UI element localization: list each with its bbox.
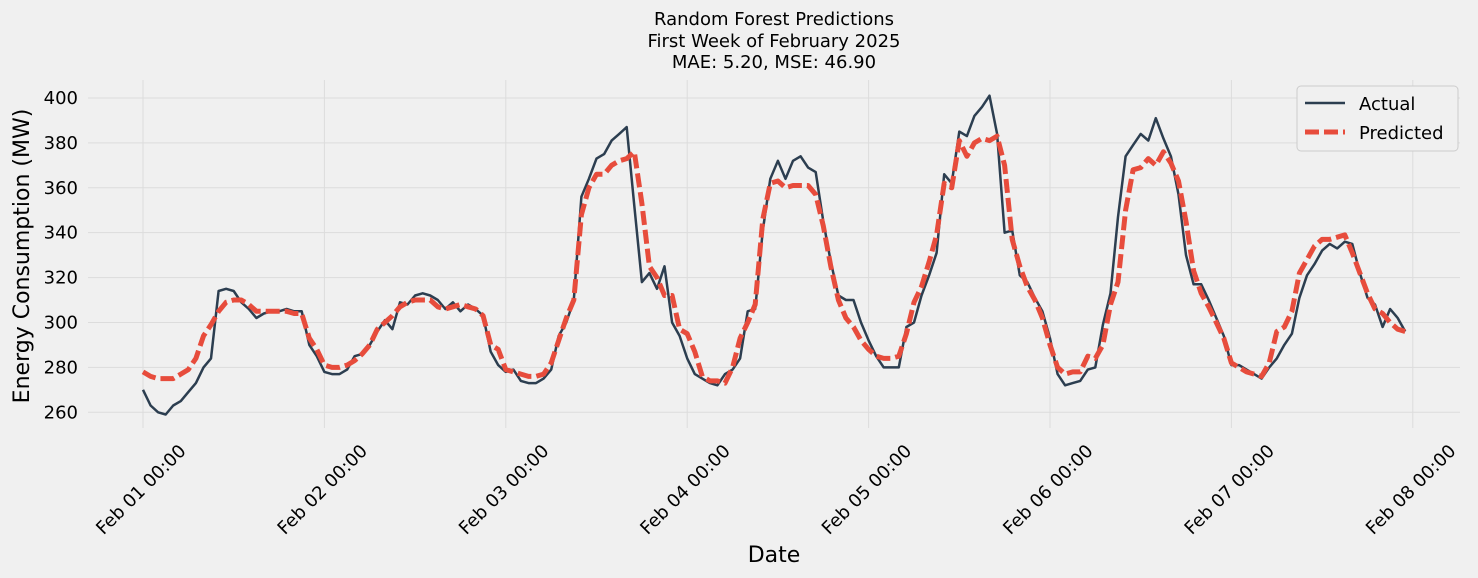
x-axis-label: Date — [748, 543, 801, 568]
y-tick-label: 340 — [44, 223, 78, 244]
x-tick-label: Feb 05 00:00 — [818, 441, 916, 539]
gridlines — [88, 80, 1460, 428]
y-tick-label: 320 — [44, 268, 78, 289]
chart-title-line-1: Random Forest Predictions — [654, 9, 894, 30]
y-tick-label: 360 — [44, 178, 78, 199]
y-tick-label: 260 — [44, 402, 78, 423]
y-axis-label: Energy Consumption (MW) — [10, 109, 35, 404]
y-tick-label: 400 — [44, 88, 78, 109]
x-tick-label: Feb 03 00:00 — [455, 441, 553, 539]
x-tick-label: Feb 04 00:00 — [636, 441, 734, 539]
chart-title-line-3: MAE: 5.20, MSE: 46.90 — [672, 52, 876, 73]
x-tick-label: Feb 02 00:00 — [274, 441, 372, 539]
x-tick-label: Feb 06 00:00 — [999, 441, 1097, 539]
legend-label-predicted: Predicted — [1359, 123, 1444, 144]
x-tick-label: Feb 07 00:00 — [1181, 441, 1279, 539]
x-tick-label: Feb 01 00:00 — [92, 441, 190, 539]
y-tick-label: 300 — [44, 312, 78, 333]
legend-label-actual: Actual — [1359, 94, 1415, 115]
x-axis-ticks: Feb 01 00:00 Feb 02 00:00 Feb 03 00:00 Feb … — [92, 441, 1460, 539]
chart-title: Random Forest Predictions First Week of … — [647, 9, 900, 73]
x-tick-label: Feb 08 00:00 — [1362, 441, 1460, 539]
plot-area — [141, 94, 1407, 416]
series-line-predicted — [141, 133, 1406, 386]
chart-title-line-2: First Week of February 2025 — [647, 31, 900, 52]
y-tick-label: 380 — [44, 133, 78, 154]
y-tick-label: 280 — [44, 357, 78, 378]
y-axis-ticks: 260 280 300 320 340 360 380 400 — [44, 88, 78, 423]
legend: Actual Predicted — [1296, 85, 1459, 152]
